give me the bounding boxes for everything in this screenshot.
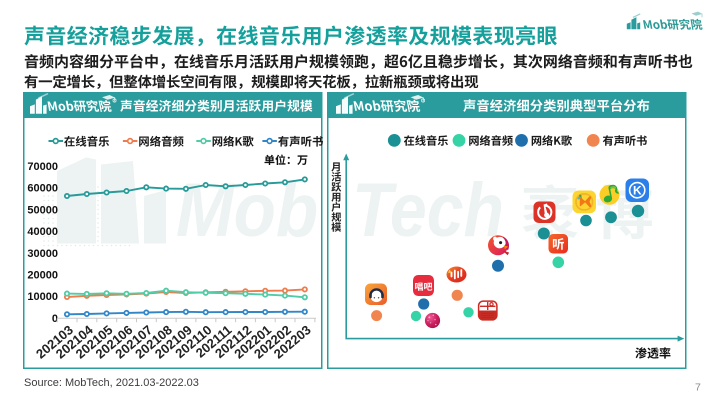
svg-text:60000: 60000: [27, 183, 58, 195]
svg-text:Source: MobTech, 2021.03-202: Source: MobTech, 2021.03-2022.03: [24, 377, 199, 389]
svg-text:20000: 20000: [27, 270, 58, 282]
svg-text:10000: 10000: [27, 291, 58, 303]
svg-text:7: 7: [695, 382, 701, 394]
svg-text:0: 0: [52, 313, 58, 325]
svg-text:K: K: [633, 184, 642, 198]
svg-text:50000: 50000: [27, 204, 58, 216]
svg-text:30000: 30000: [27, 248, 58, 260]
svg-text:Tech: Tech: [352, 169, 504, 253]
svg-text:70000: 70000: [27, 161, 58, 173]
svg-text:Mob: Mob: [176, 168, 318, 253]
svg-text:40000: 40000: [27, 226, 58, 238]
